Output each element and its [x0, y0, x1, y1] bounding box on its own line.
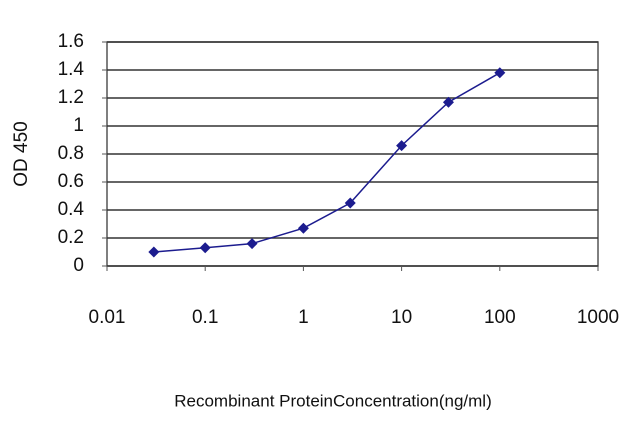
y-tick-label: 1.4 — [58, 59, 85, 80]
y-tick-label: 1.2 — [58, 87, 84, 108]
y-tick-label: 0.6 — [58, 171, 84, 192]
y-tick-label: 1 — [73, 115, 84, 136]
data-point — [199, 242, 211, 254]
x-tick-label: 1000 — [577, 307, 619, 328]
y-tick-label: 1.6 — [58, 31, 84, 52]
data-point — [246, 238, 258, 250]
data-point — [297, 222, 309, 234]
data-point — [494, 67, 506, 79]
x-tick-label: 1 — [298, 307, 309, 328]
x-tick-label: 0.01 — [89, 307, 126, 328]
data-point — [396, 140, 408, 152]
y-tick-label: 0.2 — [58, 227, 84, 248]
y-tick-label: 0.8 — [58, 143, 84, 164]
x-tick-label: 10 — [391, 307, 412, 328]
x-axis-title: Recombinant ProteinConcentration(ng/ml) — [174, 391, 492, 410]
y-tick-label: 0 — [73, 255, 84, 276]
y-tick-label: 0.4 — [58, 199, 85, 220]
data-point — [344, 197, 356, 209]
x-tick-label: 0.1 — [192, 307, 218, 328]
data-point — [442, 96, 454, 108]
y-axis-title: OD 450 — [11, 121, 32, 186]
data-point — [148, 246, 160, 258]
data-line — [153, 72, 501, 253]
x-tick-label: 100 — [484, 307, 516, 328]
